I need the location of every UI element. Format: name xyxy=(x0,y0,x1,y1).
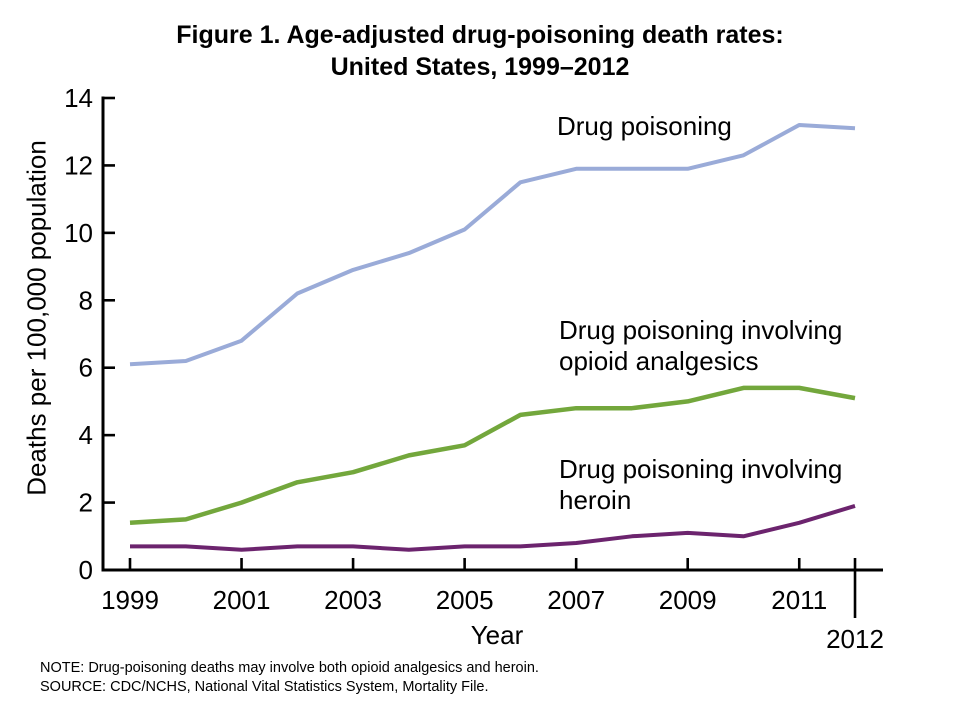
note-text: NOTE: Drug-poisoning deaths may involve … xyxy=(40,660,539,676)
x-tick-label: 1999 xyxy=(101,585,159,615)
figure-footnotes: NOTE: Drug-poisoning deaths may involve … xyxy=(40,659,539,697)
y-tick-label: 4 xyxy=(79,420,93,450)
x-tick-label: 2007 xyxy=(547,585,605,615)
series-line-2 xyxy=(129,385,856,526)
y-axis-title: Deaths per 100,000 population xyxy=(21,140,52,496)
series-label-opioid-analgesics-line1: Drug poisoning involving xyxy=(559,315,843,345)
y-tick-label: 0 xyxy=(79,555,93,585)
series-label-opioid-analgesics-line2: opioid analgesics xyxy=(559,346,759,376)
y-tick-label: 10 xyxy=(64,218,93,248)
y-tick-label: 2 xyxy=(79,488,93,518)
series-label-heroin-line1: Drug poisoning involving xyxy=(559,454,843,484)
y-tick-label: 6 xyxy=(79,353,93,383)
x-tick-label: 2001 xyxy=(213,585,271,615)
series-label-heroin-line2: heroin xyxy=(559,485,632,515)
y-tick-label: 14 xyxy=(64,83,93,113)
figure-title: Figure 1. Age-adjusted drug-poisoning de… xyxy=(0,19,960,83)
y-tick-label: 12 xyxy=(64,150,93,180)
figure-title-line1: Figure 1. Age-adjusted drug-poisoning de… xyxy=(176,21,784,49)
series-label-heroin: Drug poisoning involving heroin xyxy=(559,454,842,516)
x-tick-label: 2011 xyxy=(771,585,827,615)
series-label-opioid-analgesics: Drug poisoning involving opioid analgesi… xyxy=(559,315,842,377)
x-tick-label: 2009 xyxy=(659,585,717,615)
x-tick-label: 2005 xyxy=(436,585,494,615)
series-line-1 xyxy=(129,123,856,367)
y-tick-label: 8 xyxy=(79,285,93,315)
figure-title-line2: United States, 1999–2012 xyxy=(330,53,630,81)
x-tick-label: 2003 xyxy=(324,585,382,615)
x-tick-label-end: 2012 xyxy=(826,624,884,654)
x-axis-title: Year xyxy=(470,620,524,650)
series-line-3 xyxy=(130,503,856,552)
series-label-drug-poisoning: Drug poisoning xyxy=(557,111,732,142)
series-label-drug-poisoning-line1: Drug poisoning xyxy=(557,111,732,141)
source-text: SOURCE: CDC/NCHS, National Vital Statist… xyxy=(40,679,489,695)
